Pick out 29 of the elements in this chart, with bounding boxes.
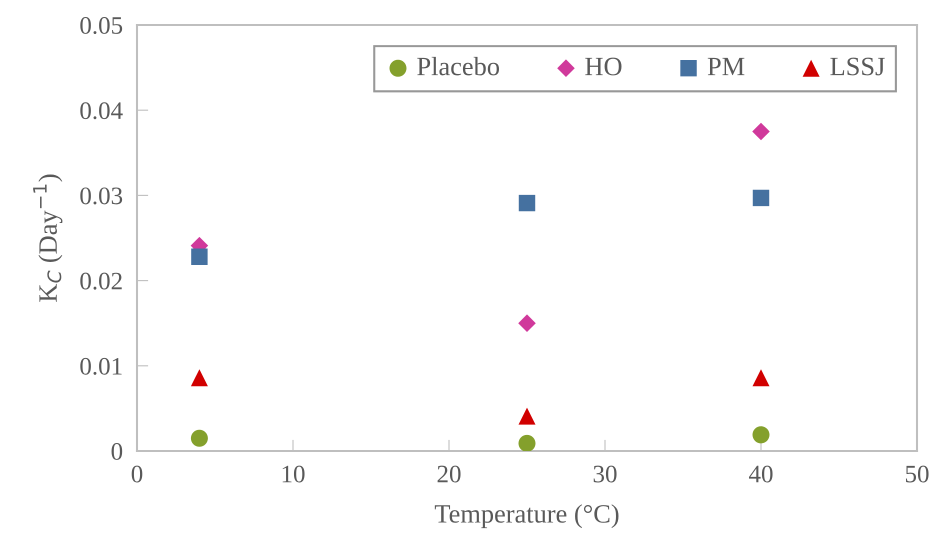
point [752,190,770,206]
x-tick-label: 0 [132,466,142,482]
legend-label: LSSJ [830,58,885,76]
x-tick-label: 30 [594,466,617,482]
point [518,194,536,212]
x-tick-label: 50 [906,466,929,482]
y-tick-label: 0.02 [80,272,122,290]
legend-label: HO [585,58,622,76]
point [190,430,208,447]
point [518,408,536,425]
x-axis-title: Temperature (°C) [434,504,618,528]
legend-label: PM [708,58,744,76]
point [752,122,770,140]
point [518,314,536,332]
y-tick-label: 0.03 [80,187,122,204]
x-tick-label: 10 [282,466,305,482]
point [752,426,770,444]
y-tick-label: 0.05 [80,17,122,34]
y-tick-label: 0.04 [80,102,123,120]
y-tick-label: 0 [112,443,122,460]
point [752,369,770,386]
legend-label: Placebo [417,56,499,76]
point [191,248,208,265]
x-tick-label: 40 [748,466,773,482]
x-tick-label: 20 [438,466,461,482]
y-tick-label: 0.01 [80,358,122,375]
point [190,369,208,386]
point [518,434,536,451]
y-axis-title: K$_{C}$ (Day$^{−1}$) [33,174,62,302]
